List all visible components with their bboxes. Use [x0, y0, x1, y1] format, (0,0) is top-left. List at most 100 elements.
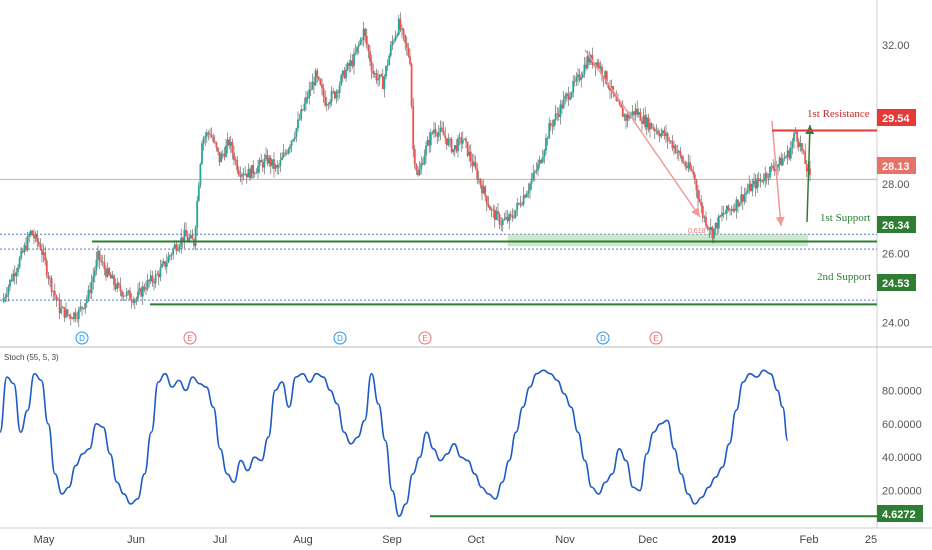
candle — [506, 210, 509, 224]
last-price-badge: 28.13 — [877, 157, 916, 174]
candle-body — [186, 236, 189, 241]
candle-body — [297, 119, 299, 129]
candle-body — [359, 39, 362, 45]
candle — [514, 210, 517, 219]
candle-body — [148, 279, 151, 282]
candle-body — [789, 147, 792, 159]
candle-body — [383, 76, 386, 90]
candle-body — [737, 199, 739, 207]
candle-body — [284, 152, 287, 154]
candle — [189, 229, 192, 240]
candle — [140, 286, 143, 298]
candle — [677, 149, 680, 161]
candle — [106, 262, 109, 279]
event-marker-e: E — [183, 331, 197, 345]
candle — [345, 64, 347, 82]
candle-body — [442, 130, 445, 136]
candle-body — [309, 89, 312, 91]
candle-body — [74, 312, 77, 319]
candle-body — [493, 209, 496, 220]
candle — [799, 135, 802, 152]
candle — [457, 135, 459, 158]
candle-body — [253, 173, 256, 175]
candle-body — [506, 217, 509, 222]
candle — [623, 113, 626, 122]
candle — [66, 308, 69, 318]
svg-text:29.54: 29.54 — [882, 113, 910, 125]
candle-body — [652, 128, 655, 130]
candle — [159, 259, 162, 282]
candle — [788, 147, 791, 161]
candle — [133, 297, 136, 310]
candle — [673, 140, 675, 156]
time-tick-label: 25 — [865, 534, 877, 546]
candle — [9, 279, 11, 292]
candle-body — [445, 138, 448, 146]
candle — [305, 90, 307, 112]
candle — [481, 179, 483, 201]
candle — [482, 179, 485, 194]
candle-body — [289, 146, 291, 149]
candle-body — [167, 256, 170, 263]
candle — [719, 214, 722, 218]
candle — [668, 137, 671, 144]
candle — [493, 205, 496, 228]
candle — [423, 149, 426, 166]
candle — [44, 246, 47, 266]
candle-body — [709, 227, 712, 231]
candle — [645, 114, 648, 136]
candle — [484, 185, 487, 202]
candle-body — [668, 140, 671, 142]
candle-body — [15, 271, 18, 277]
candle — [325, 96, 328, 112]
candle — [202, 135, 205, 151]
candle-body — [469, 151, 472, 161]
decline-arrow-2 — [771, 120, 785, 227]
candle — [85, 295, 88, 308]
candle — [21, 248, 24, 254]
candle-body — [644, 115, 647, 128]
candle-body — [194, 227, 197, 246]
candle — [535, 162, 538, 175]
candle — [130, 293, 133, 309]
candle-body — [221, 153, 224, 155]
candle-body — [781, 159, 784, 166]
candle-body — [746, 190, 749, 193]
candle-body — [249, 169, 251, 179]
candle — [146, 273, 149, 292]
candle — [303, 97, 306, 112]
candle-body — [237, 170, 240, 176]
candle — [145, 280, 147, 295]
candle-body — [565, 93, 568, 96]
candle-body — [725, 205, 728, 214]
candle — [692, 166, 695, 178]
candle — [431, 130, 434, 135]
candle-body — [20, 250, 23, 259]
candle-body — [351, 60, 354, 67]
candle-body — [98, 250, 101, 261]
candle — [517, 202, 520, 206]
candle-body — [809, 168, 811, 175]
candle — [17, 263, 19, 277]
candle-body — [564, 95, 567, 100]
candle — [324, 90, 327, 107]
candle-body — [540, 159, 543, 163]
candle-body — [679, 150, 682, 156]
candle — [738, 201, 741, 208]
candle — [505, 210, 507, 221]
candle — [220, 151, 223, 163]
candle — [276, 160, 279, 175]
candle — [221, 150, 224, 159]
candle-body — [402, 28, 405, 35]
candle — [42, 244, 45, 263]
candle — [247, 163, 250, 178]
event-marker-e: E — [649, 331, 663, 345]
candle — [801, 142, 803, 155]
candle — [809, 160, 811, 182]
candle — [449, 136, 451, 147]
candle-body — [295, 128, 298, 137]
candle-body — [701, 205, 704, 218]
candle-body — [793, 133, 795, 142]
candle-body — [156, 273, 159, 275]
candle — [52, 290, 55, 301]
